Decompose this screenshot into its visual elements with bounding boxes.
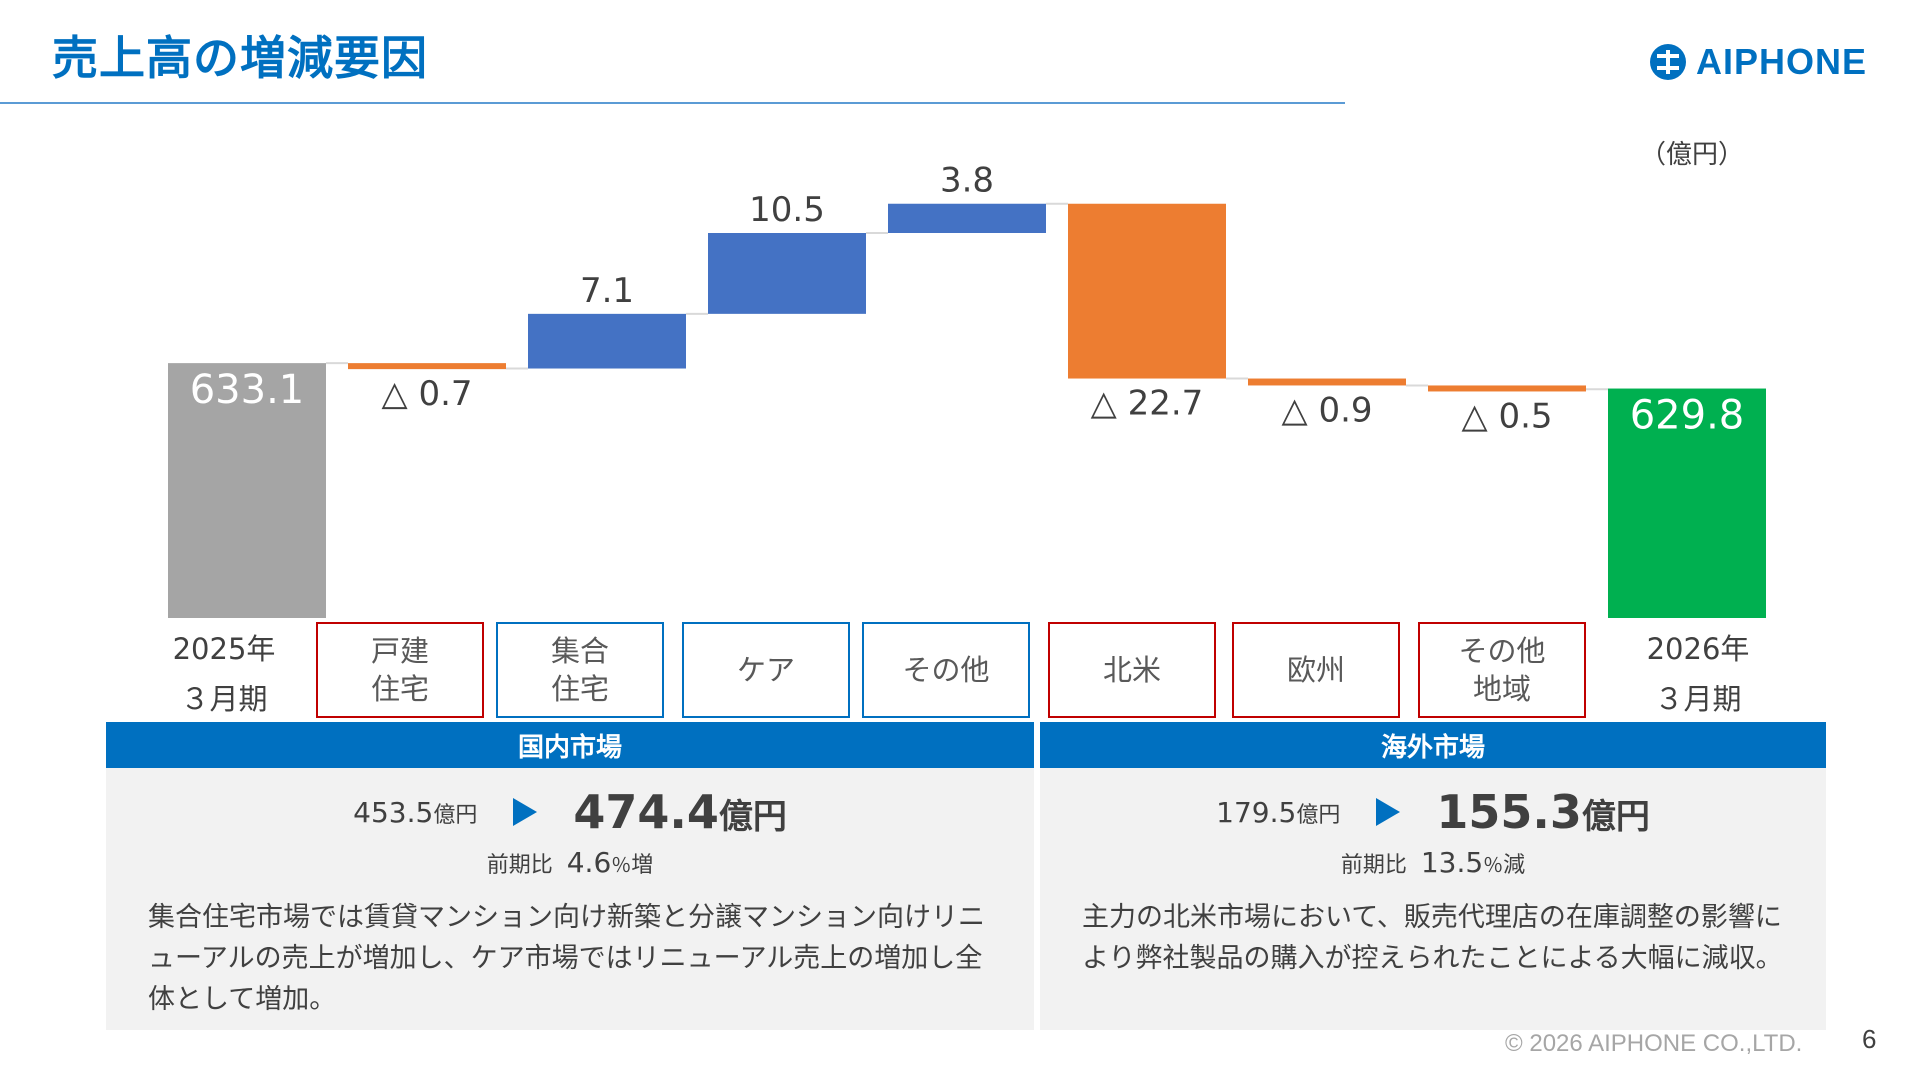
- title-divider: [0, 102, 1345, 104]
- period-year: 2025年: [172, 632, 276, 666]
- page-title: 売上高の増減要因: [52, 31, 428, 85]
- overseas-current-figure: 155.3億円: [1436, 785, 1650, 839]
- chart-data-label-7: △ 0.5: [1461, 396, 1552, 436]
- chart-data-label-3: 10.5: [749, 190, 825, 230]
- period-term: ３月期: [1654, 682, 1742, 716]
- arrow-right-icon: [513, 798, 538, 826]
- logo-mark-icon: [1650, 44, 1686, 80]
- chart-data-label-4: 3.8: [940, 161, 994, 201]
- category-north-america: 北米: [1048, 622, 1216, 718]
- chart-bar-2: [528, 313, 686, 369]
- chart-bar-7: [1428, 385, 1586, 392]
- domestic-current-figure: 474.4億円: [573, 785, 787, 839]
- chart-data-label-6: △ 0.9: [1281, 390, 1372, 430]
- arrow-right-icon: [1376, 798, 1401, 826]
- period-term: ３月期: [180, 682, 268, 716]
- chart-bar-3: [708, 233, 866, 314]
- domestic-panel: 国内市場 453.5億円 474.4億円 前期比 4.6％増 集合住宅市場では賃…: [106, 722, 1034, 1030]
- chart-data-label-2: 7.1: [580, 271, 634, 311]
- domestic-prev-figure: 453.5億円: [353, 795, 478, 829]
- category-care: ケア: [682, 622, 850, 718]
- chart-bar-8: [1608, 388, 1766, 618]
- overseas-figures: 179.5億円 155.3億円: [1040, 782, 1826, 842]
- overseas-description: 主力の北米市場において、販売代理店の在庫調整の影響により弊社製品の購入が控えられ…: [1082, 902, 1783, 974]
- domestic-description: 集合住宅市場では賃貸マンション向け新築と分譲マンション向けリニューアルの売上が増…: [148, 902, 985, 1015]
- chart-data-label-1: △ 0.7: [381, 374, 472, 414]
- overseas-prev-figure: 179.5億円: [1216, 795, 1341, 829]
- chart-data-label-8: 629.8: [1630, 393, 1745, 439]
- category-other-regions: その他 地域: [1418, 622, 1586, 718]
- chart-data-label-0: 633.1: [190, 367, 305, 413]
- chart-bar-6: [1248, 378, 1406, 386]
- category-apartment: 集合 住宅: [496, 622, 664, 718]
- unit-label: （億円）: [1640, 140, 1745, 170]
- chart-bar-4: [888, 203, 1046, 233]
- copyright-text: © 2026 AIPHONE CO.,LTD.: [1505, 1030, 1803, 1057]
- chart-bar-5: [1068, 203, 1226, 379]
- company-logo: AIPHONE: [1648, 40, 1867, 84]
- period-label-start: 2025年 ３月期: [124, 624, 324, 724]
- chart-bar-1: [348, 363, 506, 370]
- domestic-figures: 453.5億円 474.4億円: [106, 782, 1034, 842]
- overseas-yoy: 前期比 13.5％減: [1340, 846, 1526, 879]
- domestic-panel-header: 国内市場: [106, 722, 1034, 768]
- chart-data-label-5: △ 22.7: [1091, 384, 1204, 424]
- domestic-yoy: 前期比 4.6％増: [486, 846, 654, 879]
- page-number: 6: [1862, 1024, 1877, 1054]
- overseas-panel: 海外市場 179.5億円 155.3億円 前期比 13.5％減 主力の北米市場に…: [1040, 722, 1826, 1030]
- period-year: 2026年: [1646, 632, 1750, 666]
- category-europe: 欧州: [1232, 622, 1400, 718]
- period-label-end: 2026年 ３月期: [1598, 624, 1798, 724]
- category-other-domestic: その他: [862, 622, 1030, 718]
- chart-bar-0: [168, 363, 326, 618]
- logo-text: AIPHONE: [1696, 41, 1868, 82]
- overseas-panel-header: 海外市場: [1040, 722, 1826, 768]
- category-detached: 戸建 住宅: [316, 622, 484, 718]
